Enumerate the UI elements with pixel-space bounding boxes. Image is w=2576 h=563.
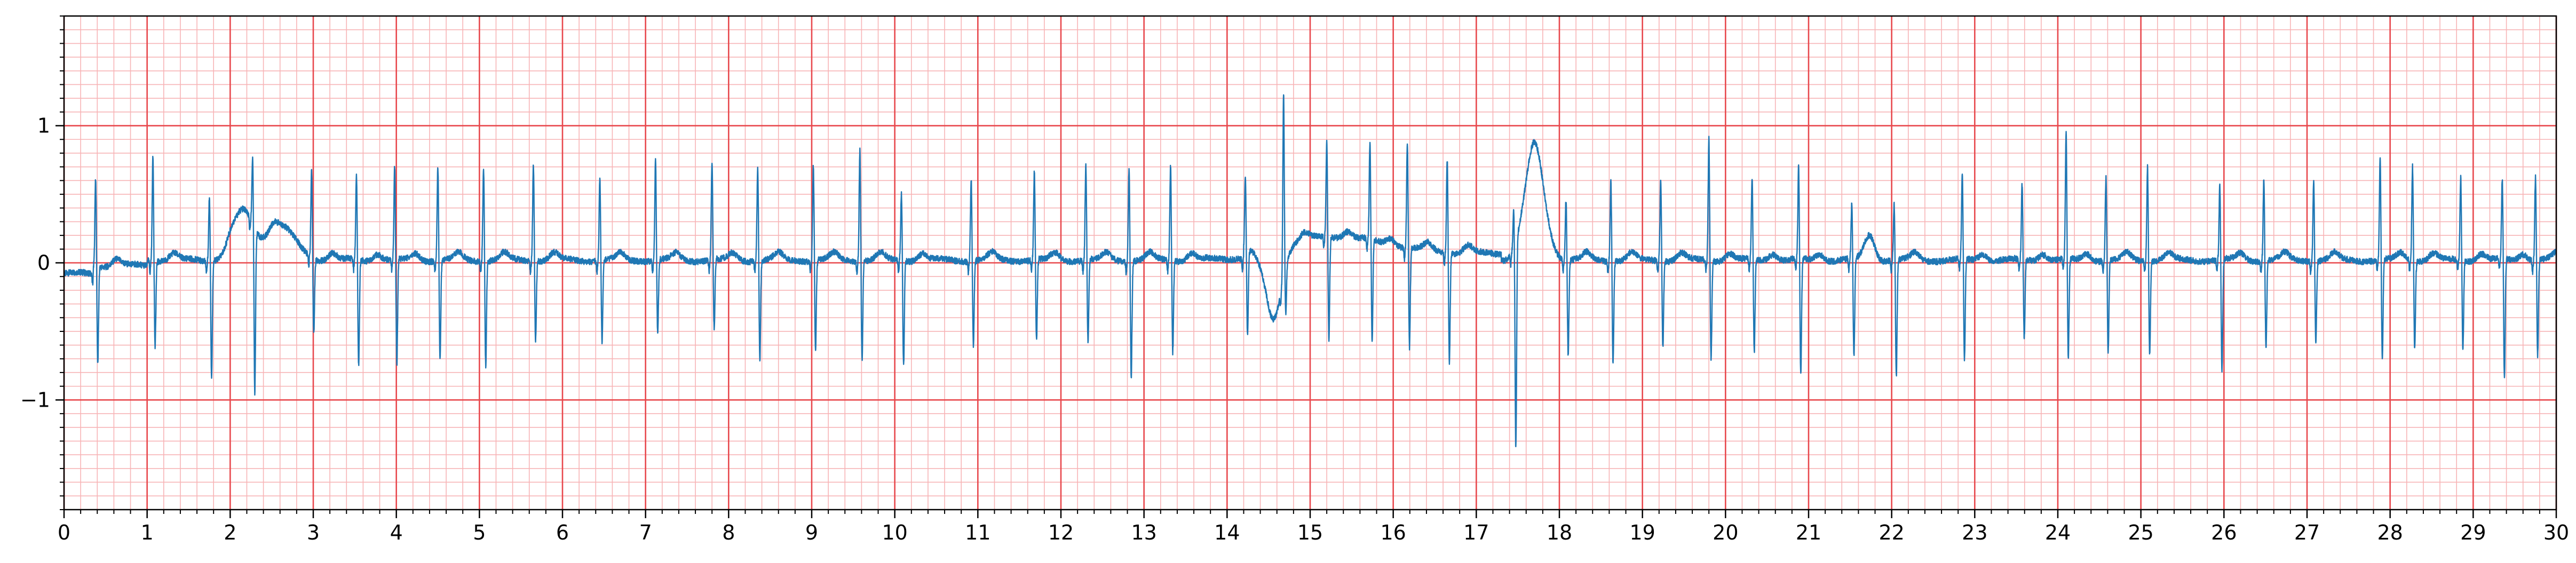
- x-tick-label: 19: [1629, 521, 1655, 544]
- x-tick-label: 27: [2294, 521, 2320, 544]
- x-tick-label: 15: [1297, 521, 1323, 544]
- x-tick-label: 28: [2377, 521, 2403, 544]
- x-tick-label: 18: [1547, 521, 1572, 544]
- x-tick-label: 26: [2211, 521, 2237, 544]
- y-axis: −1 0 1: [20, 15, 64, 510]
- x-tick-label: 20: [1713, 521, 1738, 544]
- x-tick-label: 16: [1380, 521, 1406, 544]
- x-tick-label: 4: [390, 521, 403, 544]
- x-tick-label: 12: [1048, 521, 1074, 544]
- y-tick-label: 1: [37, 114, 50, 138]
- x-tick-label: 21: [1796, 521, 1821, 544]
- x-tick-label: 23: [1962, 521, 1987, 544]
- x-tick-label: 30: [2543, 521, 2569, 544]
- x-tick-label: 9: [805, 521, 818, 544]
- x-tick-label: 7: [639, 521, 652, 544]
- x-tick-label: 17: [1463, 521, 1489, 544]
- series-layer: [63, 94, 2557, 448]
- x-tick-label: 6: [556, 521, 569, 544]
- x-tick-label: 3: [307, 521, 320, 544]
- x-tick-label: 24: [2045, 521, 2071, 544]
- x-tick-label: 0: [58, 521, 70, 544]
- x-tick-label: 13: [1131, 521, 1156, 544]
- ecg-signal-line: [63, 94, 2557, 448]
- x-tick-label: 22: [1879, 521, 1904, 544]
- x-tick-label: 29: [2460, 521, 2486, 544]
- y-tick-label: 0: [37, 251, 50, 275]
- x-tick-label: 5: [473, 521, 486, 544]
- y-tick-label: −1: [20, 388, 50, 411]
- x-tick-label: 1: [141, 521, 154, 544]
- x-tick-label: 14: [1214, 521, 1240, 544]
- x-tick-label: 25: [2128, 521, 2153, 544]
- x-tick-label: 11: [965, 521, 990, 544]
- x-axis: 0 1 2 3 4 5 6 7 8 9 10 11 12 13 14 15 16 17 18 19 20 21 22 23 24…: [58, 510, 2569, 544]
- x-tick-label: 2: [224, 521, 236, 544]
- x-tick-label: 8: [722, 521, 735, 544]
- x-tick-label: 10: [882, 521, 907, 544]
